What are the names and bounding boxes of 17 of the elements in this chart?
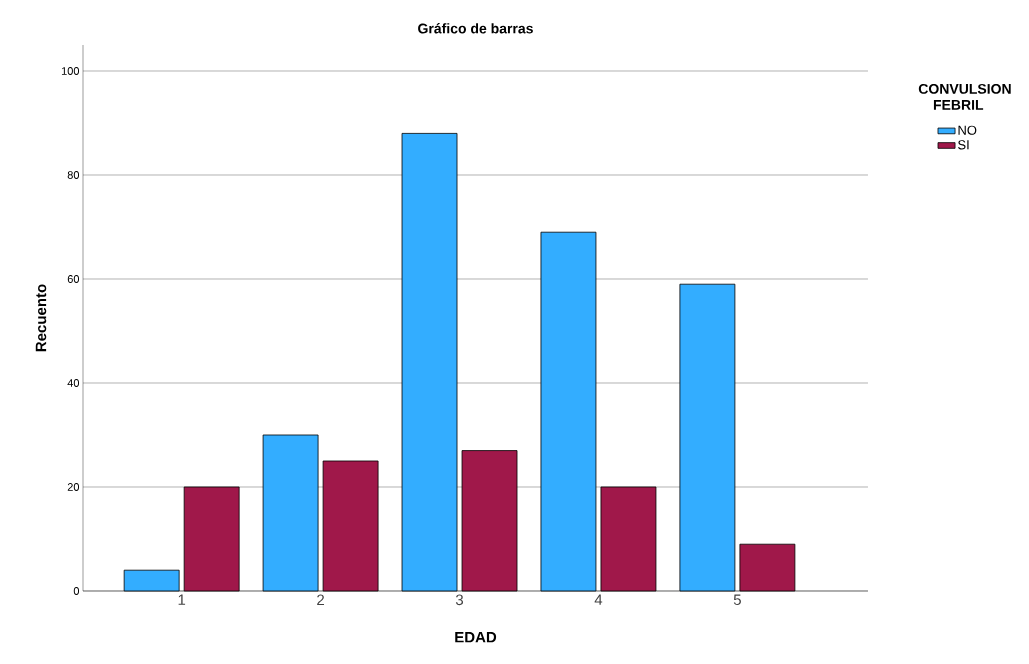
y-tick-label: 20 bbox=[67, 483, 80, 491]
chart-title: Gráfico de barras bbox=[418, 23, 533, 34]
x-tick-label: 1 bbox=[178, 594, 186, 605]
x-axis-title: EDAD bbox=[455, 632, 497, 643]
y-tick-label: 80 bbox=[67, 171, 80, 179]
y-tick-label: 100 bbox=[61, 67, 80, 75]
y-tick-label: 40 bbox=[67, 379, 80, 387]
legend-label: NO bbox=[958, 125, 977, 135]
y-tick-label: 60 bbox=[67, 275, 80, 283]
y-axis-title: Recuento bbox=[35, 284, 47, 352]
x-tick-label: 3 bbox=[455, 594, 464, 606]
x-tick-label: 4 bbox=[594, 594, 603, 605]
legend-title: CONVULSION FEBRIL bbox=[918, 83, 1011, 110]
x-tick-label: 5 bbox=[733, 594, 741, 605]
y-tick-label: 0 bbox=[73, 587, 80, 595]
legend-label: SI bbox=[958, 140, 969, 150]
x-tick-label: 2 bbox=[317, 594, 325, 605]
